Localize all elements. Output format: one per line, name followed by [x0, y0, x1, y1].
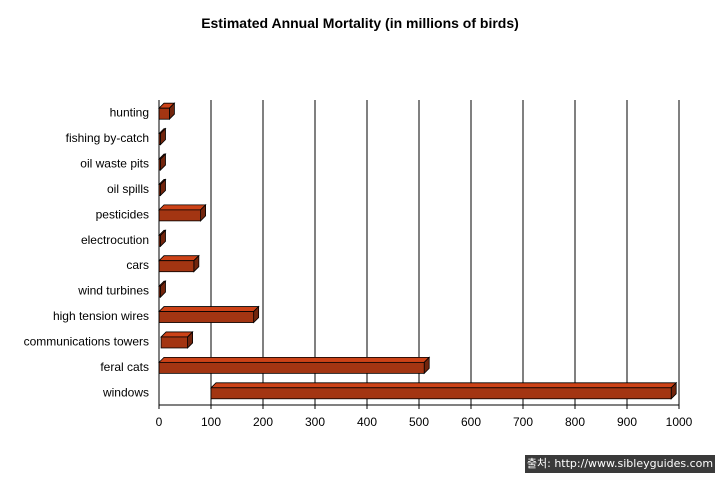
bar-top-face	[158, 356, 431, 363]
bar-top-face	[210, 382, 678, 389]
bar-front-face	[210, 387, 672, 400]
bar	[158, 203, 207, 222]
category-label: wind turbines	[77, 284, 149, 298]
axes	[158, 100, 680, 409]
category-label: feral cats	[100, 360, 149, 374]
bar	[158, 305, 260, 324]
bar	[158, 127, 167, 146]
bar	[158, 178, 167, 197]
chart-title: Estimated Annual Mortality (in millions …	[201, 15, 519, 31]
labels: 0 100 200 300 400 500 600 700 800 900 1000 hunting f…	[24, 106, 693, 429]
bars	[158, 102, 678, 400]
bar-front-face	[158, 260, 195, 273]
x-tick-label: 300	[305, 415, 325, 429]
bar	[160, 330, 194, 349]
bar	[210, 381, 678, 400]
x-tick-label: 200	[253, 415, 273, 429]
category-label: high tension wires	[53, 309, 149, 323]
bar-front-face	[160, 336, 189, 349]
bar-top-face	[158, 204, 207, 211]
bar-front-face	[158, 311, 255, 323]
x-tick-label: 0	[156, 415, 163, 429]
category-label: cars	[126, 258, 149, 272]
x-tick-label: 600	[461, 415, 481, 429]
x-tick-label: 1000	[666, 415, 693, 429]
bar-top-face	[158, 255, 200, 262]
bar	[158, 254, 200, 273]
bar-top-face	[158, 306, 260, 312]
bar	[158, 356, 431, 375]
category-label: electrocution	[81, 233, 149, 247]
bar-front-face	[158, 107, 170, 120]
x-tick-label: 900	[617, 415, 637, 429]
category-label: windows	[102, 385, 149, 399]
category-label: communications towers	[24, 334, 149, 348]
source-credit: 출처: http://www.sibleyguides.com	[525, 455, 715, 473]
x-tick-label: 100	[201, 415, 221, 429]
x-tick-label: 400	[357, 415, 377, 429]
bar	[158, 280, 167, 299]
bar	[158, 102, 176, 121]
category-label: hunting	[110, 106, 149, 120]
x-tick-label: 800	[565, 415, 585, 429]
x-tick-label: 700	[513, 415, 533, 429]
grid-lines	[210, 100, 680, 405]
category-label: oil waste pits	[80, 157, 149, 171]
category-label: oil spills	[107, 182, 149, 196]
bar	[158, 229, 167, 248]
category-label: fishing by-catch	[66, 131, 149, 145]
bar-front-face	[158, 361, 425, 374]
bar	[158, 153, 167, 172]
x-tick-label: 500	[409, 415, 429, 429]
bar-front-face	[158, 209, 201, 222]
category-label: pesticides	[96, 207, 149, 221]
